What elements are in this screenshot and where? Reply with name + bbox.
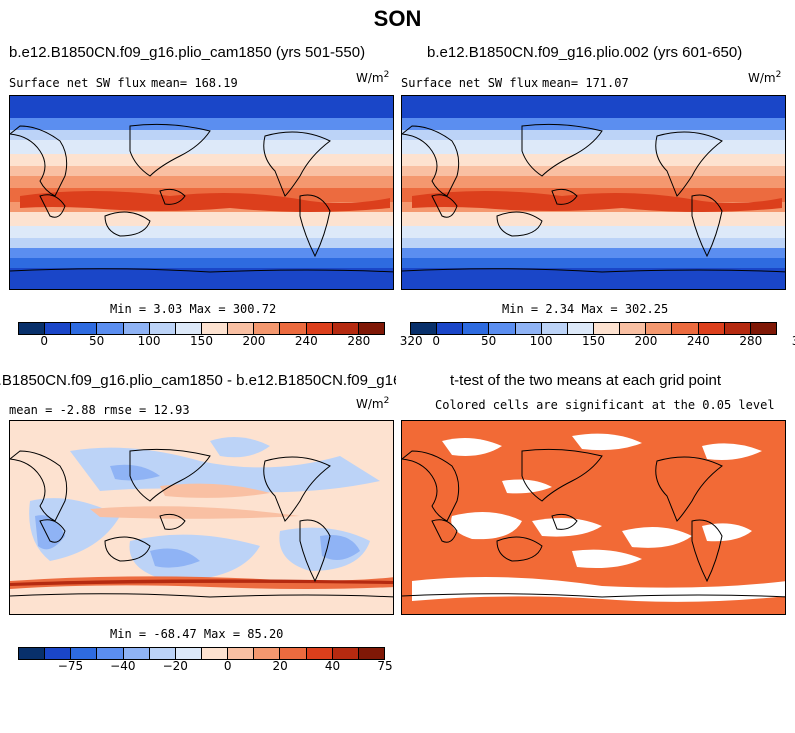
colorbar-swatch [175,323,202,334]
colorbar-swatch [123,323,150,334]
colorbar-swatch [19,648,46,659]
panel2-map [401,95,786,290]
colorbar-swatch [358,648,384,659]
colorbar-swatch [306,323,333,334]
colorbar-swatch [489,323,516,334]
colorbar-tick-label: 50 [481,334,497,348]
panel2-left-label: Surface net SW flux [401,76,539,90]
colorbar-swatch [280,323,307,334]
figure-title: SON [373,6,422,31]
colorbar-swatch [724,323,751,334]
panel2-case-title: b.e12.B1850CN.f09_g16.plio.002 (yrs 601-… [427,44,743,61]
colorbar-swatch [672,323,699,334]
colorbar-tick-label: 150 [582,334,605,348]
colorbar-swatch [19,323,46,334]
colorbar-tick-label: 0 [432,334,441,348]
colorbar-tick-label: 75 [377,659,393,673]
colorbar-tick-label: 150 [190,334,213,348]
panel4-subtitle: Colored cells are significant at the 0.0… [435,398,775,412]
colorbar-swatch [306,648,333,659]
colorbar-swatch [515,323,542,334]
panel3-map [9,420,394,615]
colorbar-swatch [620,323,647,334]
colorbar-swatch [45,648,72,659]
colorbar-swatch [411,323,438,334]
colorbar-swatch [201,323,229,334]
colorbar-swatch [646,323,673,334]
colorbar-swatch [463,323,490,334]
colorbar-tick-label: 240 [686,334,710,348]
panel3-minmax: Min = -68.47 Max = 85.20 [110,627,284,641]
panel1-map-field [10,96,393,289]
colorbar-swatch [358,323,384,334]
colorbar-swatch [567,323,594,334]
colorbar-tick-label: 240 [294,334,318,348]
colorbar-swatch [254,648,281,659]
colorbar-swatch [593,323,621,334]
panel1-case-title: b.e12.B1850CN.f09_g16.plio_cam1850 (yrs … [9,44,366,61]
colorbar-swatch [332,323,359,334]
colorbar-tick-label: −40 [110,659,136,673]
colorbar-tick-label: 0 [223,659,232,673]
colorbar-swatch [45,323,72,334]
colorbar-swatch [149,648,176,659]
colorbar-swatch [541,323,568,334]
colorbar-swatch [71,648,98,659]
colorbar-swatch [175,648,202,659]
panel3-colorbar [18,647,385,660]
colorbar-tick-label: 320 [792,334,795,348]
panel2-unit: W/m2 [748,70,782,85]
panel3-unit: W/m2 [356,396,390,411]
panel3-stats: mean = -2.88 rmse = 12.93 [9,403,190,417]
panel4-map-field [402,421,785,614]
colorbar-swatch [228,323,255,334]
panel4-map [401,420,786,615]
panel2-minmax: Min = 2.34 Max = 302.25 [502,302,669,316]
colorbar-swatch [201,648,229,659]
panel4-title: t-test of the two means at each grid poi… [450,372,721,389]
colorbar-swatch [750,323,776,334]
colorbar-tick-label: 320 [399,334,423,348]
colorbar-swatch [254,323,281,334]
panel1-colorbar [18,322,385,335]
panel2-colorbar [410,322,777,335]
colorbar-tick-label: 50 [89,334,105,348]
colorbar-swatch [332,648,359,659]
colorbar-swatch [97,648,124,659]
colorbar-swatch [698,323,725,334]
colorbar-tick-label: 200 [242,334,266,348]
panel2-mean: mean= 171.07 [542,76,629,90]
colorbar-swatch [228,648,255,659]
panel1-unit: W/m2 [356,70,390,85]
colorbar-tick-label: 20 [272,659,288,673]
colorbar-tick-label: 100 [137,334,161,348]
panel3-case-title: b.e12.B1850CN.f09_g16.plio_cam1850 - b.e… [0,372,396,389]
panel3-map-field [10,421,393,614]
colorbar-tick-label: 200 [634,334,658,348]
colorbar-swatch [123,648,150,659]
colorbar-tick-label: 40 [324,659,341,673]
colorbar-swatch [437,323,464,334]
colorbar-swatch [280,648,307,659]
colorbar-tick-label: 280 [347,334,371,348]
colorbar-tick-label: 0 [40,334,49,348]
colorbar-swatch [149,323,176,334]
panel1-mean: mean= 168.19 [151,76,238,90]
panel2-map-field [402,96,785,289]
colorbar-tick-label: 100 [529,334,553,348]
colorbar-tick-label: −20 [162,659,188,673]
panel1-minmax: Min = 3.03 Max = 300.72 [110,302,277,316]
panel3-case-clip: b.e12.B1850CN.f09_g16.plio_cam1850 - b.e… [0,372,396,392]
colorbar-swatch [71,323,98,334]
colorbar-swatch [97,323,124,334]
colorbar-tick-label: −75 [57,659,84,673]
panel1-left-label: Surface net SW flux [9,76,147,90]
colorbar-tick-label: 280 [739,334,763,348]
panel1-map [9,95,394,290]
